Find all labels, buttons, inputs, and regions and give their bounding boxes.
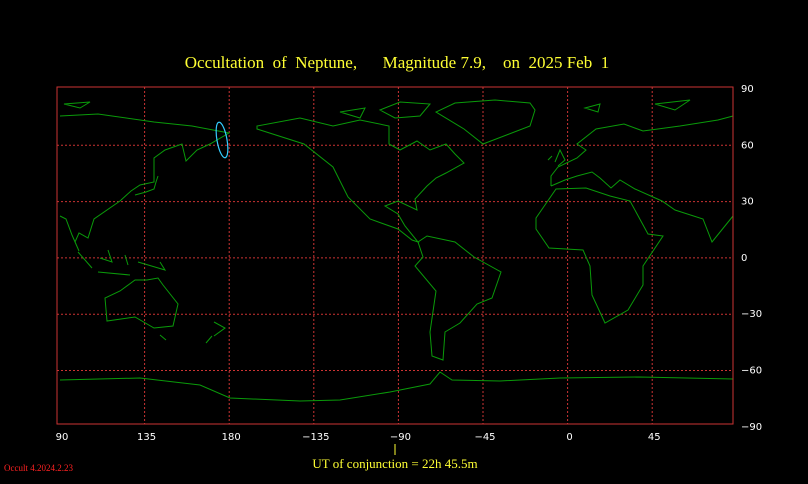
greenland <box>434 99 536 145</box>
longitude-label: 45 <box>648 432 661 443</box>
longitude-label: −135 <box>302 432 329 443</box>
software-version: Occult 4.2024.2.23 <box>4 463 73 473</box>
north-america <box>256 117 465 244</box>
arctic-islands <box>63 99 691 119</box>
longitude-label: −45 <box>474 432 495 443</box>
latitude-label: 90 <box>741 84 754 95</box>
australia <box>104 277 179 341</box>
japan <box>134 175 159 196</box>
map-title: Occultation of Neptune, Magnitude 7.9, o… <box>185 53 609 72</box>
eurasia-east <box>550 115 734 243</box>
africa <box>535 187 664 324</box>
longitude-label: −90 <box>390 432 411 443</box>
british-isles <box>547 148 566 167</box>
longitude-label: 0 <box>566 432 572 443</box>
occultation-path <box>215 121 229 159</box>
indonesia <box>77 249 167 276</box>
longitude-label: 90 <box>56 432 69 443</box>
map-frame <box>56 86 734 425</box>
latitude-label: 60 <box>741 140 754 151</box>
longitude-label: 135 <box>137 432 156 443</box>
latitude-label: 0 <box>741 253 747 264</box>
south-america <box>414 235 502 361</box>
new-zealand <box>205 321 226 344</box>
latitude-label: −60 <box>741 366 762 377</box>
longitude-label: 180 <box>222 432 241 443</box>
latitude-label: −30 <box>741 309 762 320</box>
antarctica <box>59 371 734 402</box>
latitude-label: 30 <box>741 197 754 208</box>
graticule <box>57 87 733 424</box>
conjunction-time: UT of conjunction = 22h 45.5m <box>312 456 477 471</box>
latitude-label: −90 <box>741 422 762 433</box>
